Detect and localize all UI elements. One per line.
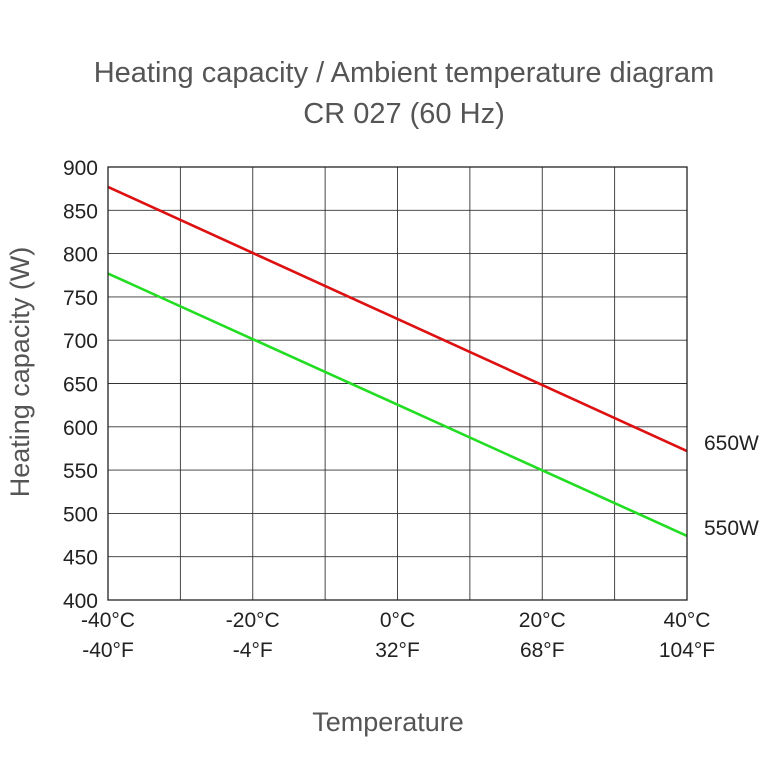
series-label: 650W (704, 432, 759, 455)
y-tick-label: 800 (63, 244, 98, 267)
x-tick-label-fahrenheit: -40°F (82, 639, 134, 662)
x-tick-labels: -40°C -40°F -20°C -4°F 0°C 32°F 20°C 68°F 40°C 10… (81, 609, 715, 662)
series-label: 550W (704, 517, 759, 540)
series-line-650W (107, 185, 688, 453)
x-tick-label-fahrenheit: 32°F (375, 639, 420, 662)
y-tick-label: 900 (63, 157, 98, 180)
x-tick-label-fahrenheit: 104°F (659, 639, 715, 662)
grid-lines (107, 166, 688, 601)
chart-subtitle: CR 027 (60 Hz) (303, 98, 504, 130)
x-tick-label-celsius: 20°C (519, 609, 566, 632)
y-tick-label: 450 (63, 547, 98, 570)
plot-frame (107, 166, 688, 601)
x-tick-label-fahrenheit: -4°F (233, 639, 273, 662)
series-labels: 650W 550W (704, 432, 759, 540)
y-tick-label: 650 (63, 374, 98, 397)
series-line-550W (107, 272, 688, 538)
chart-title: Heating capacity / Ambient temperature d… (94, 57, 715, 89)
x-tick-label-celsius: 0°C (380, 609, 415, 632)
y-tick-label: 700 (63, 330, 98, 353)
y-tick-labels: 400 450 500 550 600 650 700 750 800 850 900 (63, 157, 98, 613)
series-layer (107, 185, 688, 538)
y-tick-label: 600 (63, 417, 98, 440)
x-tick-label-fahrenheit: 68°F (520, 639, 565, 662)
y-tick-label: 400 (63, 590, 98, 613)
x-tick-label-celsius: -40°C (81, 609, 135, 632)
y-tick-label: 850 (63, 200, 98, 223)
y-axis-label: Heating capacity (W) (5, 247, 35, 498)
y-tick-label: 750 (63, 287, 98, 310)
y-tick-label: 500 (63, 503, 98, 526)
x-tick-label-celsius: 40°C (664, 609, 711, 632)
y-tick-label: 550 (63, 460, 98, 483)
x-tick-label-celsius: -20°C (226, 609, 280, 632)
x-axis-label: Temperature (312, 707, 464, 737)
